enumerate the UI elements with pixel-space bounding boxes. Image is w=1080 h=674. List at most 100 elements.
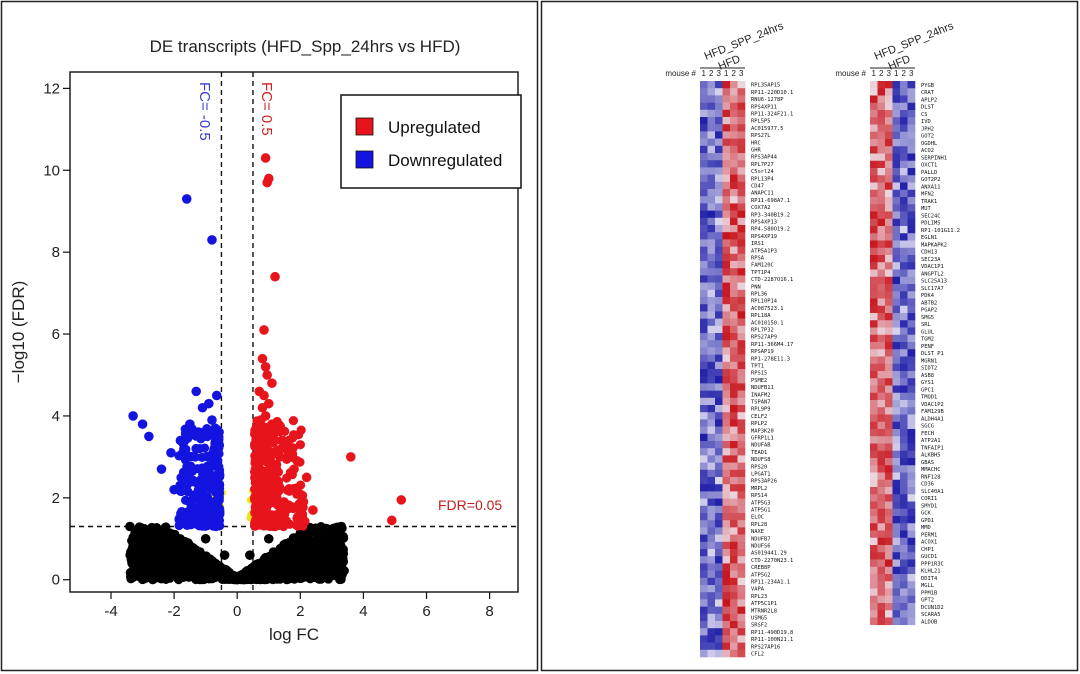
heatmap-cell (870, 472, 878, 481)
down-point (197, 488, 208, 499)
heatmap-cell (907, 429, 916, 437)
heatmap-cell (715, 505, 723, 514)
heatmap-cell (707, 174, 716, 183)
heatmap-cell (877, 226, 886, 234)
heatmap-cell (892, 516, 901, 524)
heatmap-cell (730, 333, 738, 341)
heatmap-cell (907, 276, 916, 285)
heatmap-cell (737, 462, 746, 471)
heatmap-cell (900, 197, 908, 205)
heatmap-cell (730, 635, 738, 643)
heatmap-cell (877, 487, 886, 495)
heatmap-gene-label: DCUN1D2 (921, 605, 944, 611)
heatmap-cell (715, 203, 723, 211)
heatmap-cell (900, 588, 908, 597)
ns-point (153, 555, 163, 565)
heatmap-column-label: 1 (894, 69, 899, 78)
heatmap-cell (870, 102, 878, 111)
heatmap-cell (877, 175, 886, 183)
volcano-title: DE transcripts (HFD_Spp_24hrs vs HFD) (150, 37, 461, 56)
heatmap-cell (907, 400, 916, 408)
heatmap-cell (870, 342, 878, 350)
heatmap-cell (722, 390, 731, 399)
heatmap-cell (870, 392, 878, 401)
heatmap-cell (877, 211, 886, 220)
heatmap-cell (707, 513, 716, 521)
down-point (191, 489, 201, 499)
heatmap-cell (730, 513, 738, 521)
heatmap-cell (877, 160, 886, 169)
heatmap-gene-label: RPS27L (751, 133, 770, 139)
heatmap-cell (707, 268, 716, 276)
heatmap-cell (707, 649, 716, 658)
heatmap-cell (870, 160, 878, 169)
ns-point (200, 533, 211, 544)
ns-point (125, 521, 135, 532)
heatmap-cell (892, 313, 901, 321)
heatmap-cell (900, 269, 908, 278)
heatmap-cell (737, 419, 746, 427)
heatmap-cell (715, 448, 723, 456)
heatmap-gene-label: TSPAN7 (751, 400, 770, 406)
heatmap-cell (900, 392, 908, 401)
heatmap-cell (892, 385, 901, 394)
heatmap-cell (715, 592, 723, 600)
down-point (194, 427, 205, 438)
heatmap-gene-label: CELF2 (751, 414, 767, 420)
heatmap-cell (700, 109, 708, 118)
down-point (207, 235, 217, 245)
down-point (200, 521, 210, 531)
heatmap-cell (707, 153, 716, 161)
heatmap-gene-label: RP11-100N21.1 (751, 637, 793, 643)
heatmap-cell (722, 369, 731, 377)
heatmap-cell (700, 383, 708, 391)
heatmap-cell (722, 275, 731, 283)
heatmap-cell (737, 304, 746, 312)
heatmap-cell (907, 595, 916, 604)
heatmap-cell (885, 291, 893, 299)
heatmap-gene-label: CD47 (751, 184, 764, 190)
heatmap-gene-label: PPP1R3C (921, 561, 944, 567)
heatmap-cell (722, 232, 731, 240)
heatmap-cell (715, 570, 723, 579)
heatmap-cell (877, 421, 886, 430)
heatmap-cell (877, 110, 886, 118)
ns-point (138, 554, 148, 565)
heatmap-cell (907, 501, 916, 510)
heatmap-cell (707, 289, 716, 298)
heatmap-cell (722, 549, 731, 557)
heatmap-cell (907, 545, 916, 553)
heatmap-gene-label: FAM120C (751, 263, 774, 269)
heatmap-cell (907, 523, 916, 531)
heatmap-cell (885, 168, 893, 176)
down-point (169, 484, 179, 495)
heatmap-cell (870, 356, 878, 365)
heatmap-cell (730, 174, 738, 183)
heatmap-cell (722, 81, 731, 89)
heatmap-column-label: 1 (702, 69, 707, 78)
y-tick-label: 10 (43, 162, 60, 179)
heatmap-cell (877, 371, 886, 379)
heatmap-cell (892, 494, 901, 502)
heatmap-cell (730, 628, 738, 636)
heatmap-cell (715, 81, 723, 89)
heatmap-cell (907, 407, 916, 415)
heatmap-cell (737, 585, 746, 593)
up-point (279, 443, 289, 453)
down-point (211, 432, 222, 442)
heatmap-cell (737, 109, 746, 118)
heatmap-gene-label: GHR (751, 148, 761, 154)
heatmap-cell (707, 491, 716, 499)
heatmap-gene-label: RPS4XP19 (751, 234, 777, 240)
heatmap-cell (730, 289, 738, 298)
heatmap-cell (900, 537, 908, 546)
heatmap-cell (700, 426, 708, 435)
heatmap-cell (870, 378, 878, 386)
heatmap-gene-label: RP11-220D10.1 (751, 90, 793, 96)
heatmap-cell (892, 320, 901, 328)
ns-point (309, 548, 319, 558)
heatmap-cell (892, 240, 901, 249)
heatmap-cell (737, 397, 746, 406)
heatmap-cell (900, 450, 908, 459)
heatmap-cell (730, 405, 738, 413)
